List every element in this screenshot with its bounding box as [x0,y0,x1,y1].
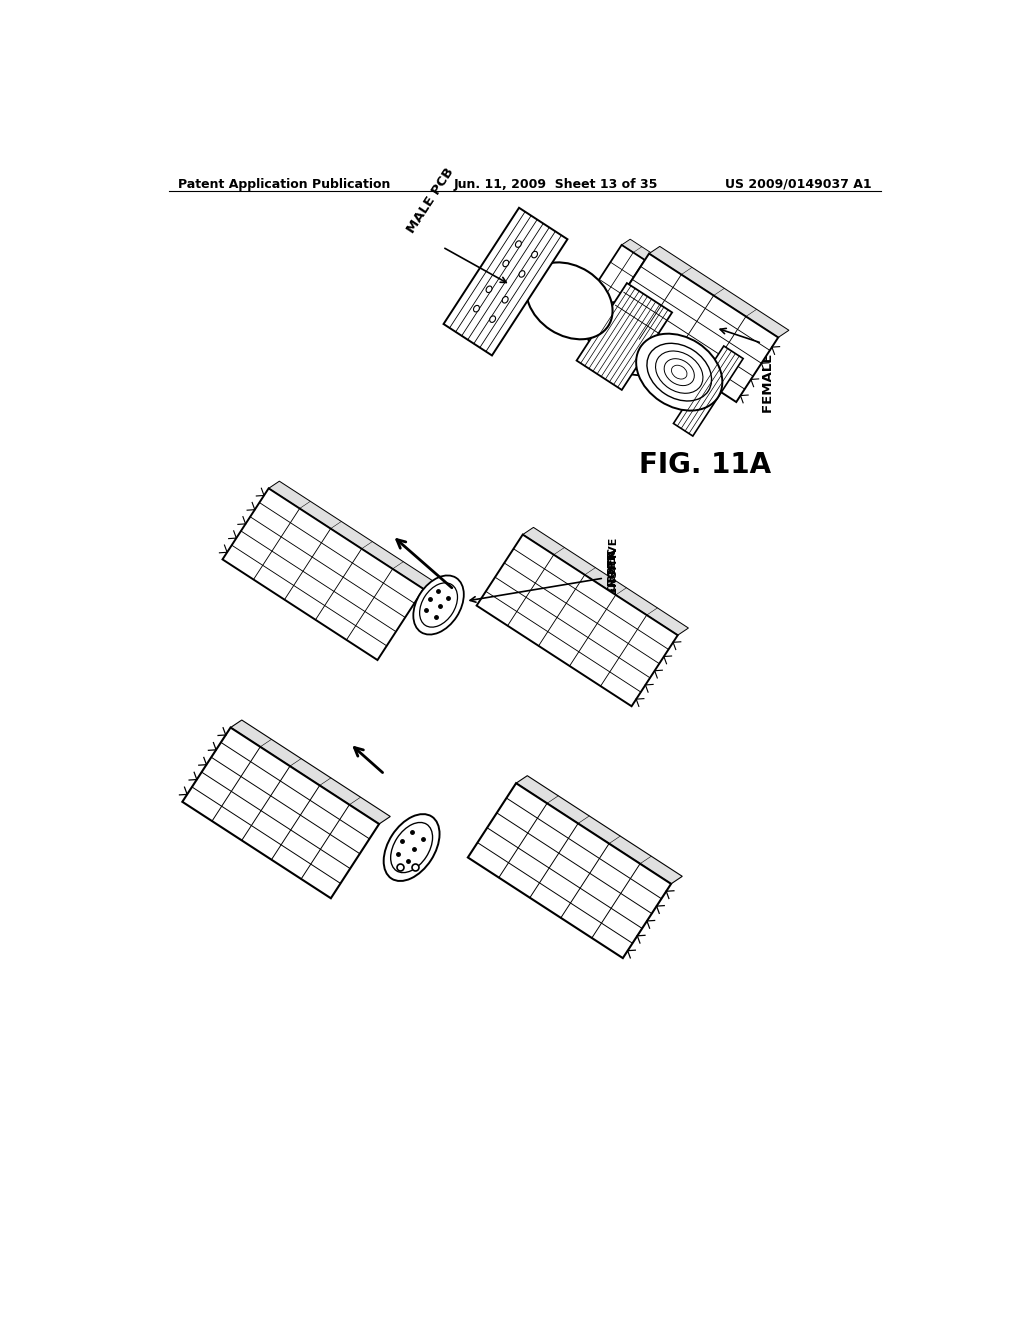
Ellipse shape [489,315,496,322]
Ellipse shape [503,260,509,267]
Ellipse shape [384,814,439,880]
Ellipse shape [515,240,521,247]
Polygon shape [268,482,434,589]
Ellipse shape [473,305,479,312]
Ellipse shape [486,286,492,293]
Text: FEMALE PCB: FEMALE PCB [762,319,775,413]
Polygon shape [588,246,645,312]
Text: Jun. 11, 2009  Sheet 13 of 35: Jun. 11, 2009 Sheet 13 of 35 [454,178,658,190]
Ellipse shape [526,263,612,339]
Ellipse shape [519,271,525,277]
Ellipse shape [414,576,464,635]
Polygon shape [476,535,678,706]
Polygon shape [622,239,653,260]
Ellipse shape [531,251,538,257]
Polygon shape [516,776,682,884]
Polygon shape [649,247,788,338]
Polygon shape [522,528,688,635]
Polygon shape [222,488,424,660]
Polygon shape [230,719,390,824]
Ellipse shape [502,297,508,304]
Text: Patent Application Publication: Patent Application Publication [178,178,391,190]
Polygon shape [182,727,379,898]
Polygon shape [468,783,671,958]
Polygon shape [674,346,743,436]
Text: CONDUCTIVE RUBBER: CONDUCTIVE RUBBER [608,549,617,685]
Ellipse shape [587,302,669,375]
Polygon shape [443,207,567,355]
Text: MALE PCB: MALE PCB [404,165,457,235]
Text: FIG. 11A: FIG. 11A [639,451,771,479]
Text: US 2009/0149037 A1: US 2009/0149037 A1 [725,178,871,190]
Ellipse shape [636,334,722,411]
Text: ANISOTROPIC: ANISOTROPIC [608,546,617,632]
Polygon shape [577,282,672,389]
Text: PRESSURE-SENSITIVE: PRESSURE-SENSITIVE [608,536,617,671]
Polygon shape [607,253,778,403]
